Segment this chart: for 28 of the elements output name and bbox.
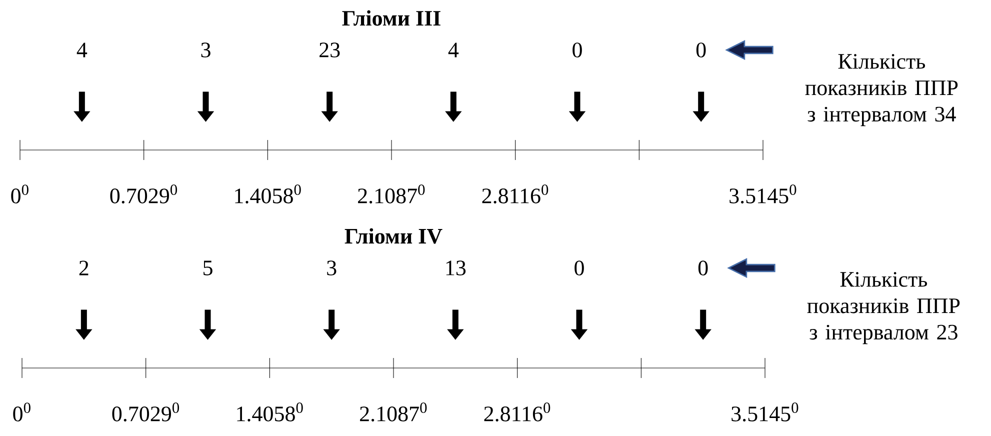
text: 2.1087$^{0}$ [358, 184, 425, 204]
text: 0$^{0}$ [13, 402, 30, 422]
data-label: 13 [446, 260, 466, 276]
text: Гліоми IV [344, 228, 442, 244]
text: 2.1087$^{0}$ [360, 402, 427, 422]
text: 0.7029$^{0}$ [112, 402, 180, 422]
data-label: 0 [572, 42, 582, 58]
data-label: 5 [204, 260, 212, 276]
data-label: 23 [320, 42, 340, 58]
text: 3.5145$^{0}$ [732, 402, 798, 422]
data-label: 0 [696, 42, 706, 58]
text: 1.4058$^{0}$ [235, 184, 301, 204]
data-label: 4 [448, 42, 459, 58]
text: Кількість показників ППР з інтервалом 34 [805, 54, 958, 126]
text: Гліоми III [342, 10, 440, 26]
text: 0$^{0}$ [11, 184, 28, 204]
text: 1.4058$^{0}$ [237, 402, 303, 422]
text: Кількість показників ППР з інтервалом 23 [807, 272, 960, 344]
data-label: 3 [201, 42, 210, 58]
text: 0.7029$^{0}$ [110, 184, 178, 204]
text: 2.8116$^{0}$ [482, 184, 548, 204]
data-label: 2 [79, 260, 88, 276]
data-label: 4 [76, 42, 88, 58]
data-label: 0 [698, 260, 708, 276]
text: 3.5145$^{0}$ [730, 184, 796, 204]
data-label: 3 [327, 260, 336, 276]
text: 2.8116$^{0}$ [484, 402, 550, 422]
data-label: 0 [574, 260, 584, 276]
